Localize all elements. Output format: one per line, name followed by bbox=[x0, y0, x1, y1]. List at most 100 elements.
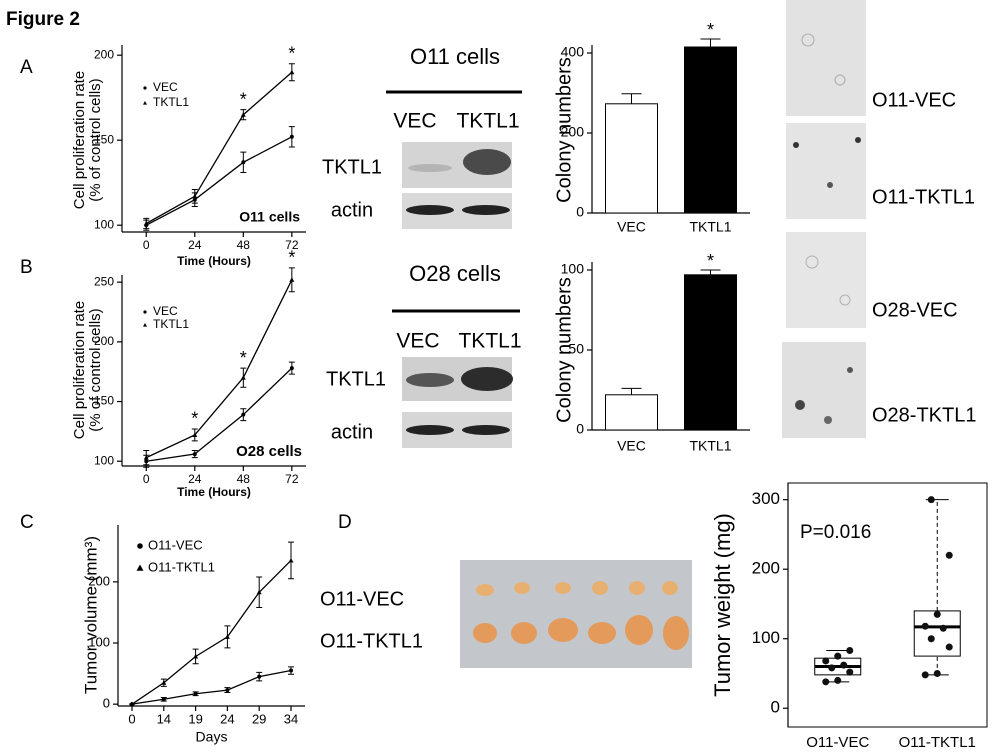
legend-marker bbox=[137, 543, 143, 549]
x-tick-label: 48 bbox=[237, 238, 251, 252]
blot-title: O11 cells bbox=[410, 44, 500, 69]
y-tick-label: 200 bbox=[88, 573, 110, 588]
blot: O11 cells VEC TKTL1 TKTL1 actin bbox=[322, 44, 522, 229]
blot: O28 cells VEC TKTL1 TKTL1 actin bbox=[326, 261, 522, 448]
tumor bbox=[511, 622, 537, 644]
box bbox=[913, 610, 961, 657]
point bbox=[921, 671, 929, 679]
x-tick-label: O11-TKTL1 bbox=[899, 734, 976, 751]
x-tick-label: O11-VEC bbox=[806, 734, 869, 751]
tumor bbox=[514, 582, 530, 594]
legend-label: O11-VEC bbox=[148, 537, 203, 552]
tumor bbox=[473, 623, 497, 643]
colony bbox=[827, 182, 833, 188]
x-tick-label: 14 bbox=[157, 711, 171, 726]
legend-marker bbox=[143, 323, 147, 327]
tumor bbox=[629, 581, 645, 595]
x-tick-label: 0 bbox=[143, 238, 150, 252]
point bbox=[846, 647, 854, 655]
tumor bbox=[663, 616, 689, 650]
x-tick-label: 24 bbox=[188, 472, 202, 486]
annotation: P=0.016 bbox=[800, 522, 871, 543]
lane-label: TKTL1 bbox=[456, 110, 519, 133]
legend-marker bbox=[143, 86, 147, 90]
x-tick-label: 29 bbox=[252, 711, 266, 726]
colony bbox=[805, 255, 819, 269]
colony bbox=[793, 142, 799, 148]
colony-image bbox=[782, 342, 866, 438]
significance: * bbox=[191, 409, 198, 429]
point bbox=[927, 496, 935, 504]
blot-title: O28 cells bbox=[409, 261, 501, 286]
band bbox=[461, 367, 513, 391]
colony bbox=[824, 416, 832, 424]
marker bbox=[257, 674, 262, 679]
marker bbox=[143, 221, 149, 226]
legend-label: VEC bbox=[153, 304, 178, 318]
tumor bbox=[592, 581, 608, 595]
y-axis-label: Tumor weight (mg) bbox=[710, 513, 735, 697]
colony-images: O11-VEC O11-TKTL1 O28-VEC O28-TKTL1 bbox=[782, 0, 976, 438]
tumor bbox=[555, 582, 571, 594]
y-tick-label: 50 bbox=[568, 341, 584, 357]
point bbox=[921, 622, 929, 630]
band bbox=[408, 164, 452, 172]
panel-label: A bbox=[20, 57, 33, 78]
tumor bbox=[625, 615, 653, 645]
marker bbox=[143, 455, 149, 460]
point bbox=[822, 657, 830, 665]
legend-label: VEC bbox=[153, 80, 178, 94]
tumor bbox=[548, 618, 578, 642]
x-tick-label: 72 bbox=[285, 238, 299, 252]
legend-marker bbox=[136, 564, 144, 571]
row-label: actin bbox=[331, 421, 373, 443]
bar bbox=[605, 394, 658, 431]
lane-label: VEC bbox=[393, 110, 436, 133]
colony bbox=[855, 137, 861, 143]
colony bbox=[847, 367, 853, 373]
y-tick-label: 100 bbox=[94, 217, 114, 231]
panel-label: B bbox=[20, 257, 33, 278]
marker bbox=[129, 701, 135, 707]
y-tick-label: 200 bbox=[94, 334, 114, 348]
tumor bbox=[588, 622, 616, 644]
x-axis-label: Days bbox=[196, 729, 228, 745]
x-tick-label: 72 bbox=[285, 472, 299, 486]
point bbox=[822, 678, 830, 686]
image-label: O11-TKTL1 bbox=[872, 186, 975, 208]
y-tick-label: 100 bbox=[752, 628, 780, 647]
image-label: O11-VEC bbox=[872, 89, 956, 111]
x-tick-label: TKTL1 bbox=[689, 219, 731, 235]
x-tick-label: 0 bbox=[128, 711, 135, 726]
point bbox=[933, 610, 941, 618]
significance: * bbox=[707, 20, 714, 40]
marker bbox=[161, 680, 167, 685]
point bbox=[939, 624, 947, 632]
significance: * bbox=[288, 248, 295, 268]
x-axis-label: Time (Hours) bbox=[177, 485, 251, 499]
x-tick-label: VEC bbox=[617, 219, 646, 235]
point bbox=[834, 652, 842, 660]
photo bbox=[460, 560, 692, 668]
x-tick-label: 19 bbox=[188, 711, 202, 726]
bar bbox=[684, 274, 737, 431]
lane-label: VEC bbox=[396, 330, 439, 353]
point bbox=[945, 551, 953, 559]
panel-label: C bbox=[20, 512, 34, 533]
point bbox=[933, 669, 941, 677]
y-tick-label: 0 bbox=[103, 696, 110, 711]
x-axis-label: Time (Hours) bbox=[177, 254, 251, 268]
legend-label: TKTL1 bbox=[153, 317, 189, 331]
y-tick-label: 150 bbox=[94, 394, 114, 408]
marker bbox=[193, 653, 199, 659]
colony bbox=[834, 74, 846, 86]
y-axis-label: Tumor volume (mm³) bbox=[81, 536, 100, 694]
marker bbox=[240, 112, 246, 117]
y-tick-label: 200 bbox=[561, 124, 585, 140]
line bbox=[146, 367, 293, 462]
point bbox=[846, 668, 854, 676]
y-tick-label: 0 bbox=[576, 204, 584, 220]
photo-row-label: O11-VEC bbox=[320, 588, 404, 610]
y-axis-label: Colony numbers bbox=[553, 57, 575, 203]
